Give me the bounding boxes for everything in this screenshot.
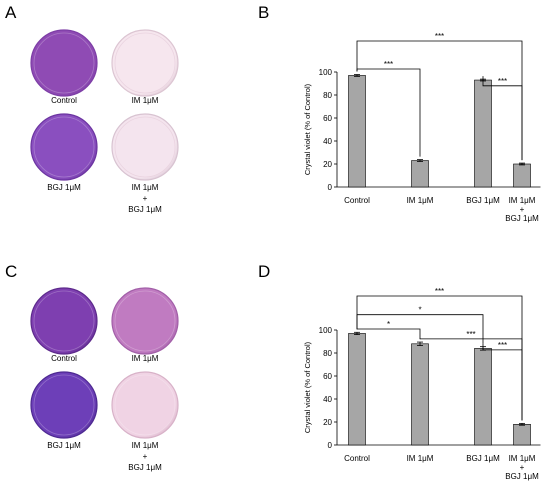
dish-label-a-1: Control (24, 95, 104, 106)
bar-d-1 (348, 333, 366, 446)
culture-dish-c-3 (30, 371, 98, 439)
dish-label-c-3: BGJ 1μM (24, 440, 104, 451)
x-tick-label: Control (344, 454, 370, 463)
dish-label-line: BGJ 1μM (128, 463, 162, 472)
bar-d-4 (513, 424, 531, 446)
panel-letter-d: D (258, 262, 271, 281)
culture-dish-c-1 (30, 287, 98, 355)
dish-label-line: BGJ 1μM (128, 205, 162, 214)
panel-letter-b: B (258, 3, 270, 22)
dish-label-line: + (142, 452, 148, 461)
x-tick-label: + (520, 205, 525, 214)
culture-dish-a-3 (30, 113, 98, 181)
y-tick-label: 20 (323, 418, 332, 427)
y-tick-label: 100 (319, 68, 333, 77)
x-tick-label: IM 1μM (407, 196, 434, 205)
y-tick-label: 80 (323, 91, 332, 100)
significance-label: *** (498, 341, 507, 350)
y-tick-label: 20 (323, 160, 332, 169)
dish-label-c-2: IM 1μM (105, 353, 185, 364)
bar-b-3 (474, 79, 492, 188)
dish-label-line: Control (51, 354, 77, 363)
bar-chart-b: 0 20 40 60 80 100 Crystal violet (% of Control… (303, 32, 541, 223)
y-tick-label: 60 (323, 114, 332, 123)
dish-label-line: IM 1μM (131, 96, 159, 105)
dish-label-line: IM 1μM (131, 183, 159, 192)
culture-dish-a-4 (111, 113, 179, 181)
significance-label: *** (435, 287, 444, 296)
y-axis-label-b: Crystal violet (% of Control) (303, 83, 312, 175)
bar-d-3 (474, 348, 492, 446)
significance-label: *** (435, 32, 444, 41)
significance-label: *** (384, 60, 393, 69)
dish-label-a-3: BGJ 1μM (24, 182, 104, 193)
significance-label: * (418, 306, 421, 315)
y-tick-label: 40 (323, 137, 332, 146)
culture-dish-c-4 (111, 371, 179, 439)
bar-b-2 (411, 160, 429, 188)
significance-label: * (387, 320, 390, 329)
dish-label-line: IM 1μM (131, 441, 159, 450)
dish-label-c-1: Control (24, 353, 104, 364)
dish-label-line: IM 1μM (131, 354, 159, 363)
y-tick-label: 0 (328, 183, 333, 192)
x-tick-label: IM 1μM (509, 454, 536, 463)
y-tick-label: 0 (328, 441, 333, 450)
y-tick-label: 40 (323, 395, 332, 404)
x-tick-label: IM 1μM (407, 454, 434, 463)
y-axis-label-d: Crystal violet (% of Control) (303, 341, 312, 433)
panel-letter-a: A (5, 3, 17, 22)
x-tick-label: + (520, 463, 525, 472)
significance-bracket (482, 343, 523, 421)
x-tick-label: Control (344, 196, 370, 205)
significance-bracket (482, 76, 523, 161)
dish-label-a-2: IM 1μM (105, 95, 185, 106)
dish-label-line: + (142, 194, 148, 203)
y-tick-label: 60 (323, 372, 332, 381)
culture-dish-a-1 (30, 29, 98, 97)
culture-dish-a-2 (111, 29, 179, 97)
x-tick-label: BGJ 1μM (466, 196, 500, 205)
dish-label-line: BGJ 1μM (47, 183, 81, 192)
dish-label-a-4: IM 1μM + BGJ 1μM (105, 182, 185, 215)
x-tick-label: IM 1μM (509, 196, 536, 205)
y-tick-label: 100 (319, 326, 333, 335)
x-tick-label: BGJ 1μM (466, 454, 500, 463)
bar-chart-d: 0 20 40 60 80 100 Crystal violet (% of Control… (303, 287, 541, 481)
bar-b-4 (513, 163, 531, 188)
significance-bracket (356, 40, 523, 161)
culture-dish-c-2 (111, 287, 179, 355)
bar-b-1 (348, 75, 366, 188)
panel-letter-c: C (5, 262, 18, 281)
dish-label-line: BGJ 1μM (47, 441, 81, 450)
dish-label-line: Control (51, 96, 77, 105)
y-tick-label: 80 (323, 349, 332, 358)
significance-bracket (356, 68, 421, 157)
significance-bracket (356, 328, 421, 340)
x-tick-label: BGJ 1μM (505, 214, 539, 223)
significance-bracket (419, 338, 523, 421)
x-tick-label: BGJ 1μM (505, 472, 539, 481)
dish-label-c-4: IM 1μM + BGJ 1μM (105, 440, 185, 473)
bar-d-2 (411, 343, 429, 446)
significance-label: *** (498, 77, 507, 86)
significance-label: *** (466, 330, 475, 339)
